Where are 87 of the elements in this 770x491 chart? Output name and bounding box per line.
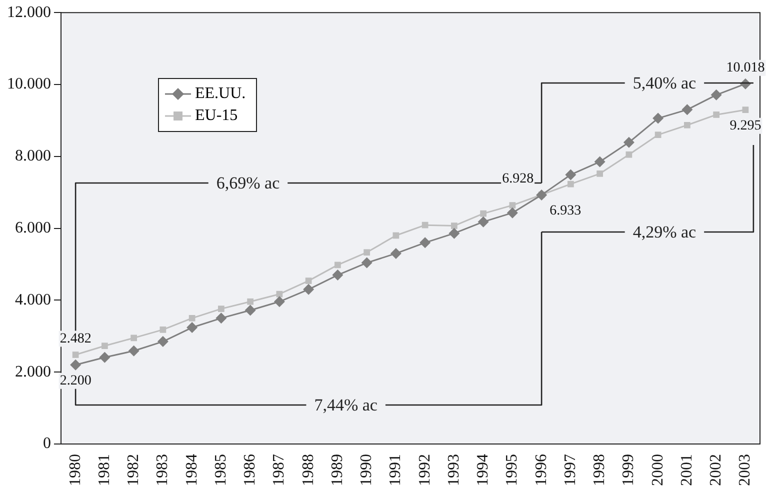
y-tick-label: 10.000 <box>7 76 51 93</box>
x-tick-label: 2000 <box>649 454 666 486</box>
x-tick-label: 1980 <box>66 454 84 486</box>
x-tick-label: 1998 <box>591 454 608 486</box>
x-tick-label: 1995 <box>504 454 521 486</box>
point <box>710 89 722 100</box>
point <box>160 326 166 333</box>
point <box>596 170 603 177</box>
point <box>216 312 227 324</box>
x-tick-label: 1989 <box>328 454 346 486</box>
x-tick-label: 1996 <box>532 454 550 486</box>
point <box>70 359 82 370</box>
data-label: 2.482 <box>60 331 92 346</box>
point <box>72 352 79 358</box>
annotation: 6,69% ac <box>216 173 280 192</box>
point <box>332 270 344 281</box>
point <box>742 106 749 114</box>
x-tick-label: 1988 <box>300 454 317 486</box>
point <box>276 290 283 298</box>
point <box>218 306 224 312</box>
annotation: 5,40% ac <box>632 73 697 92</box>
annotation: 7,44% ac <box>314 395 378 414</box>
x-tick-label: 1990 <box>358 454 376 486</box>
x-tick-label: 1986 <box>242 454 259 486</box>
point <box>626 151 632 158</box>
point <box>334 262 341 268</box>
x-tick-label: 1992 <box>416 454 434 486</box>
point <box>157 336 168 348</box>
point <box>448 228 460 239</box>
x-tick-label: 1997 <box>562 454 579 486</box>
data-label: 6.928 <box>502 172 534 187</box>
data-label: 10.018 <box>726 60 765 76</box>
x-tick-label: 1985 <box>212 454 230 486</box>
annotation: 4,29% ac <box>632 222 697 242</box>
point <box>478 216 489 228</box>
point <box>274 296 285 308</box>
data-label: 6.933 <box>550 203 582 218</box>
point <box>186 322 198 334</box>
x-tick-label: 1987 <box>270 454 288 486</box>
x-tick-label: 1984 <box>183 454 200 486</box>
point <box>244 304 256 316</box>
y-tick-label: 12.000 <box>7 4 51 21</box>
point <box>654 132 662 138</box>
x-tick-label: 1981 <box>96 454 113 486</box>
point <box>565 169 576 180</box>
point <box>364 249 370 256</box>
x-tick-label: 2001 <box>678 454 696 486</box>
point <box>684 122 690 128</box>
point <box>130 334 137 342</box>
point <box>536 189 548 200</box>
y-tick-label: 0 <box>43 435 51 452</box>
point <box>623 136 634 148</box>
y-tick-label: 2.000 <box>15 363 51 380</box>
point <box>451 222 458 229</box>
data-label: 9.295 <box>730 118 762 134</box>
point <box>509 202 516 208</box>
point <box>188 314 196 322</box>
legend-label: EE.UU. <box>195 84 246 104</box>
point <box>102 342 108 350</box>
data-label: 2.200 <box>60 374 92 389</box>
point <box>480 210 486 217</box>
x-tick-label: 2003 <box>736 454 754 486</box>
y-tick-label: 6.000 <box>15 220 51 237</box>
point <box>361 257 372 268</box>
point <box>506 207 518 218</box>
point <box>594 156 606 168</box>
y-tick-label: 8.000 <box>15 148 51 165</box>
point <box>305 278 312 284</box>
point <box>713 112 720 118</box>
legend-label: EU-15 <box>195 106 238 126</box>
x-tick-label: 1991 <box>387 454 404 486</box>
point <box>568 180 574 188</box>
point <box>682 104 693 116</box>
point <box>390 248 402 259</box>
point <box>420 237 431 248</box>
y-tick-label: 4.000 <box>15 291 51 308</box>
x-tick-label: 1982 <box>125 454 142 486</box>
point <box>303 284 314 295</box>
point <box>652 112 664 124</box>
x-tick-label: 2002 <box>708 454 725 486</box>
x-tick-label: 1983 <box>154 454 172 486</box>
point <box>128 345 140 356</box>
x-tick-label: 1999 <box>620 454 638 486</box>
x-tick-label: 1994 <box>474 454 492 486</box>
point <box>247 298 254 305</box>
point <box>99 352 110 363</box>
x-tick-label: 1993 <box>445 454 462 486</box>
